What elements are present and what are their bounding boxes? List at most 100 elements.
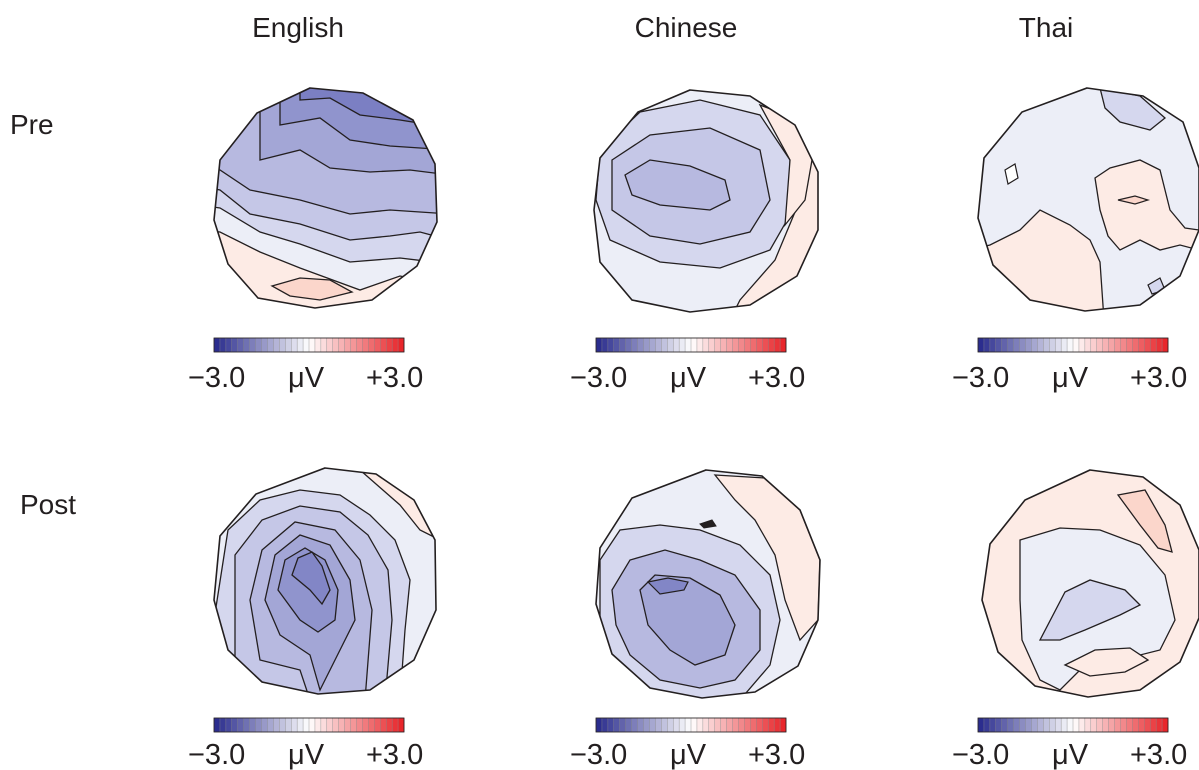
- colorbar-segment: [983, 717, 991, 733]
- colorbar-labels-thai-pre: −3.0 μV +3.0: [952, 362, 1187, 394]
- colorbar-segment: [1078, 337, 1086, 353]
- contour-pos-peak: [1117, 195, 1151, 205]
- colorbar-segment: [332, 717, 340, 733]
- colorbar-segment: [726, 337, 734, 353]
- colorbar-segment: [391, 337, 399, 353]
- colorbar-segment: [1155, 717, 1163, 733]
- head-outline: [213, 87, 438, 309]
- colorbar-segment: [1019, 337, 1026, 353]
- colorbar-segment: [601, 717, 609, 733]
- colorbar-segment: [368, 717, 375, 733]
- colorbar-segment: [643, 337, 650, 353]
- contour-level-2: [1038, 579, 1142, 641]
- contour-pos-peak: [270, 277, 354, 301]
- colorbar-segment: [243, 717, 251, 733]
- colorbar-segment: [243, 337, 251, 353]
- colorbar-segment: [1161, 717, 1169, 733]
- colorbar-max-label: +3.0: [748, 739, 805, 770]
- colorbar-min-label: −3.0: [188, 739, 245, 770]
- colorbar-english-pre: [213, 337, 405, 353]
- colorbar-segment: [1013, 337, 1021, 353]
- colorbar-frame: [595, 337, 787, 353]
- colorbar-segment: [714, 337, 722, 353]
- colorbar-segment: [225, 717, 233, 733]
- colorbar-segment: [667, 337, 674, 353]
- topomap-chinese-post: [595, 469, 821, 699]
- colorbar-labels-english-post: −3.0 μV +3.0: [188, 739, 423, 770]
- colorbar-segment: [767, 717, 775, 733]
- colorbar-segment: [1132, 337, 1139, 353]
- colorbar-segment: [595, 717, 603, 733]
- colorbar-segment: [225, 337, 233, 353]
- colorbar-segment: [738, 717, 745, 733]
- colorbar-thai-pre: [977, 337, 1169, 353]
- head-outline: [981, 469, 1199, 698]
- colorbar-segment: [1066, 337, 1074, 353]
- colorbar-segment: [1037, 717, 1044, 733]
- colorbar-segment: [732, 717, 739, 733]
- colorbar-segment: [977, 337, 985, 353]
- colorbar-segment: [296, 337, 304, 353]
- colorbar-segment: [362, 337, 369, 353]
- colorbar-max-label: +3.0: [748, 362, 805, 394]
- colorbar-segment: [391, 717, 399, 733]
- colorbar-segment: [720, 717, 728, 733]
- colorbar-segment: [320, 717, 328, 733]
- colorbar-segment: [332, 337, 340, 353]
- contour-level-7: [291, 551, 331, 606]
- colorbar-segment: [1054, 337, 1062, 353]
- colorbar-segment: [338, 337, 346, 353]
- head-outline: [213, 467, 437, 695]
- colorbar-segment: [344, 717, 352, 733]
- colorbar-frame: [595, 717, 787, 733]
- colorbar-segment: [219, 717, 227, 733]
- colorbar-segment: [661, 717, 668, 733]
- colorbar-segment: [1031, 337, 1038, 353]
- colorbar-max-label: +3.0: [1130, 362, 1187, 394]
- colorbar-unit-label: μV: [670, 739, 707, 770]
- colorbar-segment: [637, 337, 644, 353]
- colorbar-segment: [314, 337, 322, 353]
- colorbar-segment: [213, 717, 221, 733]
- colorbar-segment: [631, 337, 639, 353]
- colorbar-segment: [750, 717, 757, 733]
- colorbar-segment: [320, 337, 328, 353]
- colorbar-segment: [1090, 337, 1098, 353]
- colorbar-segment: [983, 337, 991, 353]
- colorbar-segment: [290, 337, 298, 353]
- colorbar-segment: [1037, 337, 1044, 353]
- row-label-pre: Pre: [10, 109, 54, 140]
- colorbar-segment: [702, 337, 710, 353]
- colorbar-segment: [261, 717, 268, 733]
- colorbar-segment: [356, 717, 363, 733]
- colorbar-segment: [356, 337, 363, 353]
- colorbar-segment: [756, 717, 763, 733]
- colorbar-segment: [619, 717, 627, 733]
- colorbar-max-label: +3.0: [366, 362, 423, 394]
- colorbar-segment: [213, 337, 221, 353]
- topomap-english-pre: [213, 87, 438, 309]
- colorbar-segment: [1144, 717, 1151, 733]
- colorbar-segment: [649, 337, 656, 353]
- colorbar-segment: [1043, 717, 1050, 733]
- colorbar-segment: [595, 337, 603, 353]
- colorbar-segment: [696, 337, 704, 353]
- colorbar-segment: [1096, 337, 1104, 353]
- colorbar-unit-label: μV: [288, 739, 325, 770]
- colorbar-segment: [607, 337, 615, 353]
- colorbar-segment: [762, 337, 769, 353]
- colorbar-segment: [1155, 337, 1163, 353]
- column-title-thai: Thai: [1018, 12, 1074, 43]
- colorbar-min-label: −3.0: [570, 739, 627, 770]
- colorbar-unit-label: μV: [1052, 362, 1089, 394]
- row-label-post: Post: [20, 489, 77, 520]
- colorbar-segment: [338, 717, 346, 733]
- colorbar-segment: [613, 717, 621, 733]
- colorbar-segment: [285, 717, 292, 733]
- head-outline: [977, 87, 1199, 312]
- colorbar-segment: [1007, 337, 1015, 353]
- colorbar-segment: [1114, 717, 1122, 733]
- colorbar-segment: [649, 717, 656, 733]
- colorbar-segment: [1025, 337, 1032, 353]
